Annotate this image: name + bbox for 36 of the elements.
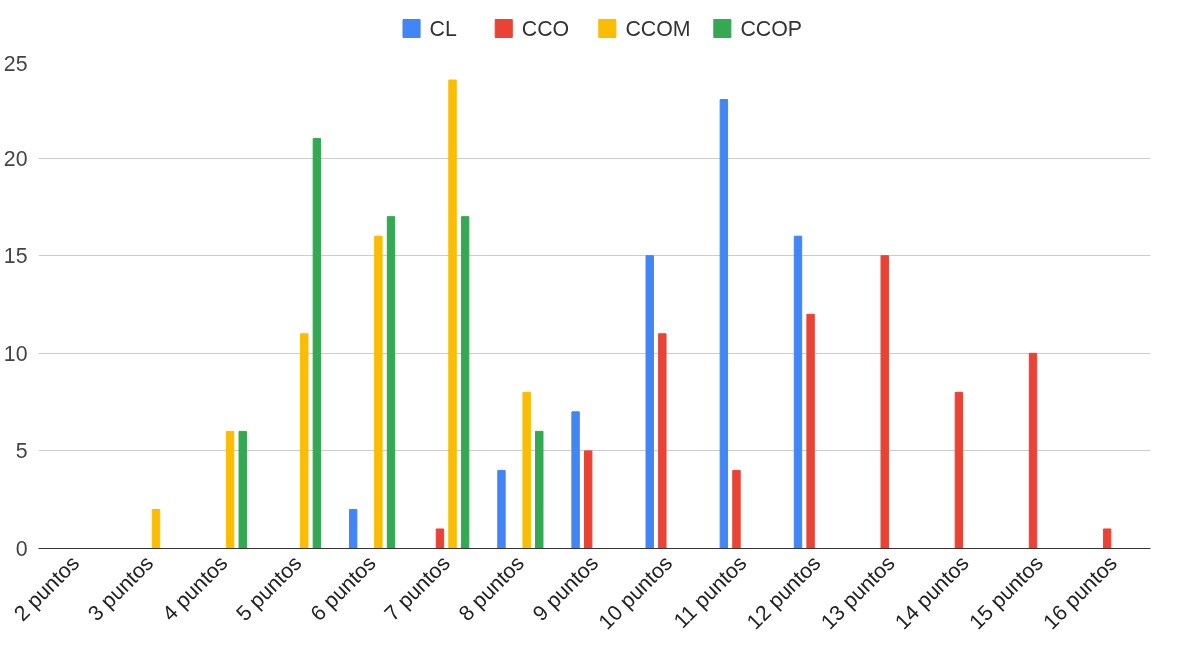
- bar: [312, 138, 322, 549]
- bar: [386, 216, 396, 549]
- y-tick-label: 10: [3, 341, 28, 366]
- legend-label: CCOM: [625, 16, 691, 41]
- bar: [954, 391, 964, 549]
- bar: [571, 411, 580, 549]
- bar: [583, 450, 593, 549]
- bar: [535, 430, 544, 549]
- bar: [645, 255, 654, 549]
- bar: [225, 430, 235, 549]
- bar: [238, 430, 247, 549]
- y-tick-label: 15: [3, 244, 28, 269]
- bar: [880, 255, 889, 549]
- y-tick-label: 5: [15, 439, 28, 464]
- legend-label: CCO: [521, 16, 570, 41]
- bar: [806, 313, 815, 549]
- bar: [522, 391, 531, 549]
- y-tick-label: 0: [15, 537, 28, 561]
- bar: [374, 235, 383, 549]
- bar: [460, 216, 470, 549]
- legend-label: CCOP: [740, 16, 803, 41]
- bar: [732, 469, 741, 549]
- bar: [658, 333, 667, 549]
- y-tick-label: 20: [3, 146, 28, 171]
- y-tick-label: 25: [3, 51, 28, 76]
- bar: [1102, 528, 1112, 549]
- bar: [448, 79, 457, 549]
- legend-label: CL: [429, 16, 457, 41]
- bar: [151, 508, 161, 549]
- bar: [348, 508, 358, 549]
- bar: [497, 469, 506, 549]
- bar: [300, 333, 309, 549]
- bar: [1028, 352, 1038, 549]
- bar: [719, 99, 729, 549]
- bar: [793, 235, 803, 549]
- bar: [435, 528, 445, 549]
